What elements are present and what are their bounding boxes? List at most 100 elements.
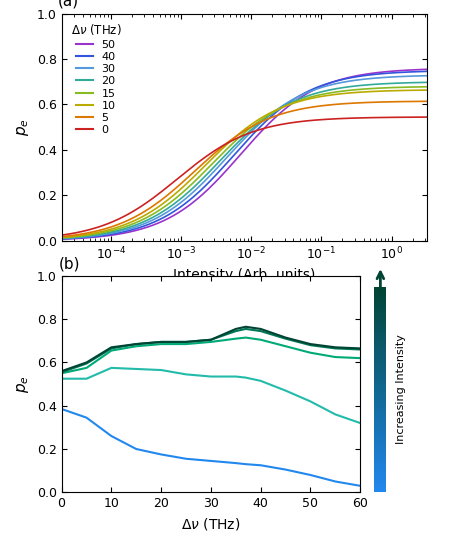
Bar	[374, 417, 386, 418]
Y-axis label: $p_e$: $p_e$	[15, 375, 31, 393]
Bar	[374, 448, 386, 449]
Bar	[374, 391, 386, 392]
Bar	[374, 376, 386, 377]
Bar	[374, 335, 386, 336]
Bar	[374, 303, 386, 304]
Bar	[374, 353, 386, 354]
Bar	[374, 341, 386, 342]
Bar	[374, 431, 386, 432]
Bar	[374, 439, 386, 440]
Bar	[374, 454, 386, 456]
Bar	[374, 348, 386, 349]
Bar	[374, 466, 386, 467]
Bar	[374, 313, 386, 314]
Bar	[374, 393, 386, 394]
Bar	[374, 333, 386, 334]
Bar	[374, 450, 386, 451]
Bar	[374, 445, 386, 446]
Bar	[374, 334, 386, 335]
Bar	[374, 309, 386, 311]
Bar	[374, 449, 386, 450]
Bar	[374, 326, 386, 327]
Bar	[374, 345, 386, 346]
Bar	[374, 473, 386, 474]
Bar	[374, 404, 386, 405]
Bar	[374, 399, 386, 400]
Bar	[374, 416, 386, 417]
Bar	[374, 357, 386, 358]
Bar	[374, 418, 386, 419]
Bar	[374, 481, 386, 482]
Bar	[374, 322, 386, 324]
Bar	[374, 459, 386, 460]
Bar	[374, 319, 386, 320]
Bar	[374, 405, 386, 406]
Bar	[374, 337, 386, 338]
Bar	[374, 408, 386, 409]
Bar	[374, 292, 386, 293]
Bar	[374, 423, 386, 424]
Bar	[374, 330, 386, 331]
Bar	[374, 438, 386, 439]
Bar	[374, 471, 386, 472]
Bar	[374, 421, 386, 423]
Bar	[374, 401, 386, 402]
Bar	[374, 491, 386, 492]
Bar	[374, 338, 386, 339]
Bar	[374, 336, 386, 337]
Bar	[374, 360, 386, 361]
Bar	[374, 352, 386, 353]
Bar	[374, 364, 386, 365]
Bar	[374, 300, 386, 301]
Bar	[374, 386, 386, 387]
Bar	[374, 437, 386, 438]
Bar	[374, 347, 386, 348]
Bar	[374, 427, 386, 428]
Bar	[374, 373, 386, 374]
Bar	[374, 293, 386, 294]
Bar	[374, 465, 386, 466]
Bar	[374, 463, 386, 464]
Bar	[374, 370, 386, 371]
Bar	[374, 377, 386, 378]
Bar	[374, 444, 386, 445]
Bar	[374, 340, 386, 341]
Bar	[374, 489, 386, 490]
Bar	[374, 301, 386, 302]
Bar	[374, 460, 386, 461]
Bar	[374, 432, 386, 433]
Bar	[374, 464, 386, 465]
Bar	[374, 436, 386, 437]
Bar	[374, 344, 386, 345]
Bar	[374, 374, 386, 375]
Bar	[374, 332, 386, 333]
Legend: 50, 40, 30, 20, 15, 10, 5, 0: 50, 40, 30, 20, 15, 10, 5, 0	[67, 19, 125, 138]
Bar	[374, 361, 386, 362]
Bar	[374, 453, 386, 454]
Bar	[374, 375, 386, 376]
Bar	[374, 469, 386, 470]
Bar	[374, 467, 386, 469]
Bar	[374, 486, 386, 487]
Bar	[374, 362, 386, 363]
Bar	[374, 420, 386, 421]
Bar	[374, 409, 386, 410]
Bar	[374, 305, 386, 306]
Bar	[374, 400, 386, 401]
Bar	[374, 484, 386, 485]
Bar	[374, 365, 386, 366]
Bar	[374, 302, 386, 303]
Bar	[374, 312, 386, 313]
Text: (b): (b)	[59, 256, 80, 272]
Bar	[374, 457, 386, 458]
Bar	[374, 403, 386, 404]
Bar	[374, 369, 386, 370]
Bar	[374, 440, 386, 441]
Text: Increasing Intensity: Increasing Intensity	[396, 334, 406, 445]
Bar	[374, 458, 386, 459]
Bar	[374, 419, 386, 420]
Bar	[374, 346, 386, 347]
Bar	[374, 296, 386, 297]
Bar	[374, 476, 386, 477]
Bar	[374, 443, 386, 444]
